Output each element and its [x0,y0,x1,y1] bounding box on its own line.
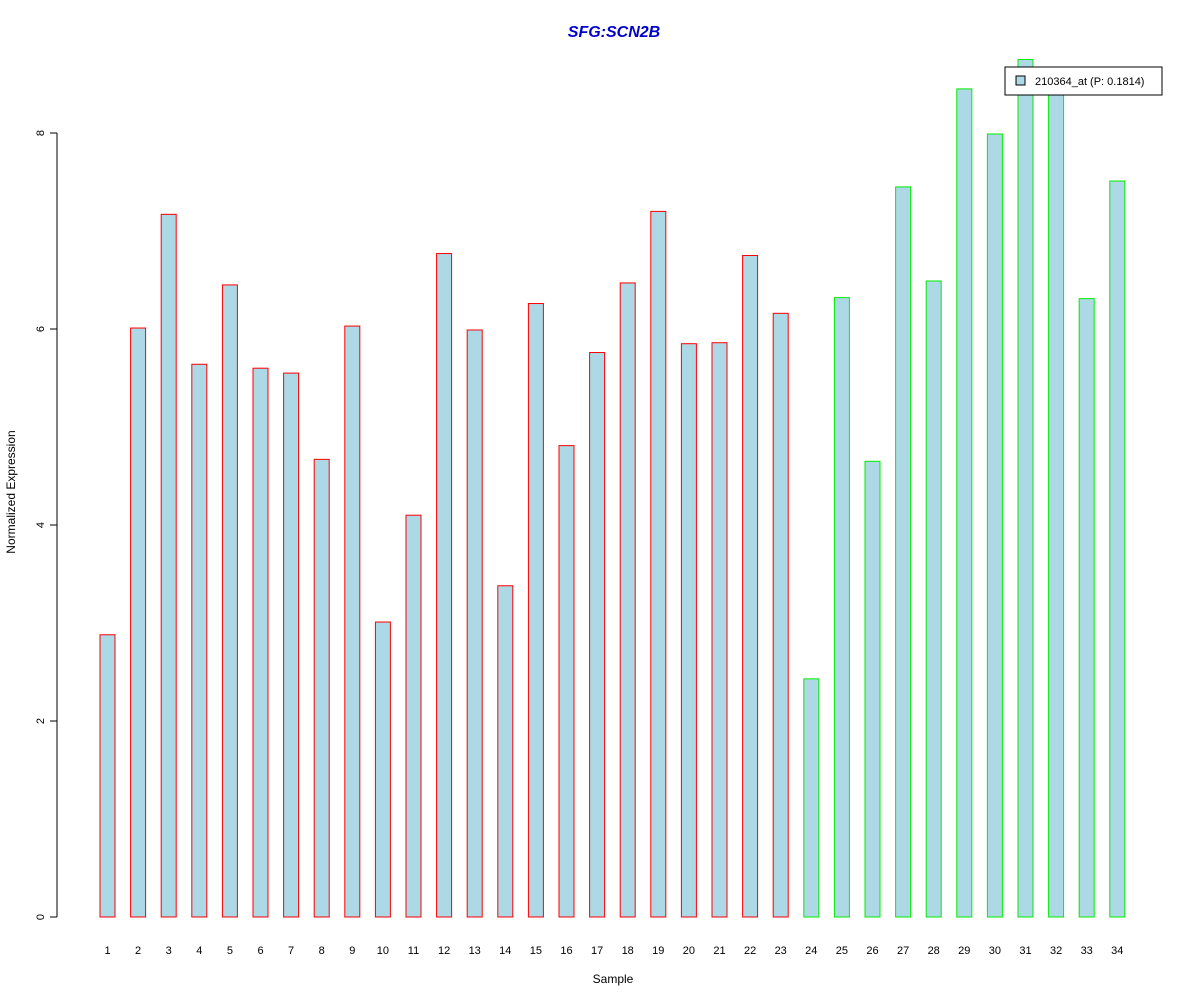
bar-sample-22 [742,255,759,918]
bar-sample-15 [527,303,544,918]
x-tick-label: 9 [349,945,355,957]
bars [99,59,1126,918]
x-tick-label: 31 [1019,945,1031,957]
x-tick-label: 14 [499,945,511,957]
bar-sample-16 [558,445,575,918]
bar-sample-2 [130,327,147,918]
bar-sample-28 [925,280,942,918]
bar-sample-8 [313,458,330,918]
bar-sample-11 [405,514,422,918]
bar-sample-33 [1078,298,1095,918]
x-tick-label: 8 [319,945,325,957]
bar-sample-4 [191,363,208,918]
x-tick-label: 24 [805,945,817,957]
bar-sample-14 [497,585,514,918]
bar-sample-18 [619,282,636,918]
x-tick-label: 12 [438,945,450,957]
x-tick-label: 27 [897,945,909,957]
y-axis: 0 2 4 6 8 [35,130,58,920]
x-tick-label: 6 [257,945,263,957]
bar-sample-7 [283,372,300,918]
x-tick-label: 2 [135,945,141,957]
y-tick-label: 6 [35,326,47,332]
x-tick-label: 10 [377,945,389,957]
bar-sample-34 [1109,180,1126,918]
bar-sample-23 [772,312,789,918]
bar-sample-13 [466,329,483,918]
x-tick-labels: 1 2 3 4 5 6 7 8 9 10 11 12 13 14 15 16 17 18 19 20 21 22 23 24 2… [104,945,1123,957]
bar-sample-19 [650,210,667,918]
x-tick-label: 3 [166,945,172,957]
bar-sample-31 [1017,59,1034,918]
y-axis-label: Normalized Expression [4,430,18,553]
x-tick-label: 16 [560,945,572,957]
bar-sample-32 [1048,90,1065,918]
x-tick-label: 30 [989,945,1001,957]
bar-sample-6 [252,367,269,918]
x-tick-label: 7 [288,945,294,957]
bar-sample-1 [99,634,116,918]
legend-box [1004,66,1163,96]
bar-sample-26 [864,460,881,918]
x-tick-label: 15 [530,945,542,957]
x-tick-label: 29 [958,945,970,957]
x-tick-label: 21 [713,945,725,957]
bar-sample-12 [436,253,453,918]
bar-sample-30 [986,133,1003,918]
y-tick-label: 4 [35,522,47,528]
bar-sample-3 [160,213,177,918]
chart-title: SFG:SCN2B [568,24,660,41]
x-tick-label: 22 [744,945,756,957]
x-tick-label: 1 [104,945,110,957]
x-tick-label: 11 [408,945,419,957]
bar-sample-24 [803,678,820,918]
legend: 210364_at (P: 0.1814) [1004,66,1163,96]
x-tick-label: 32 [1050,945,1062,957]
x-tick-label: 33 [1081,945,1093,957]
bar-sample-27 [895,186,912,918]
bar-sample-9 [344,325,361,918]
bar-sample-29 [956,88,973,918]
bar-sample-21 [711,342,728,918]
bar-sample-17 [589,352,606,918]
bar-sample-5 [221,284,238,918]
x-tick-label: 34 [1111,945,1123,957]
x-tick-label: 23 [775,945,787,957]
y-tick-label: 0 [35,914,47,920]
x-tick-label: 18 [622,945,634,957]
y-tick-label: 8 [35,130,47,136]
x-tick-label: 5 [227,945,233,957]
x-tick-label: 25 [836,945,848,957]
y-tick-label: 2 [35,718,47,724]
legend-label: 210364_at (P: 0.1814) [1035,76,1144,88]
x-tick-label: 28 [928,945,940,957]
x-tick-label: 20 [683,945,695,957]
bar-sample-20 [680,343,697,918]
bar-sample-10 [374,621,391,918]
bar-sample-25 [833,297,850,918]
legend-swatch [1015,75,1026,86]
x-axis-label: Sample [593,972,634,986]
x-tick-label: 19 [652,945,664,957]
x-tick-label: 17 [591,945,603,957]
x-tick-label: 26 [866,945,878,957]
x-tick-label: 4 [196,945,202,957]
x-tick-label: 13 [469,945,481,957]
